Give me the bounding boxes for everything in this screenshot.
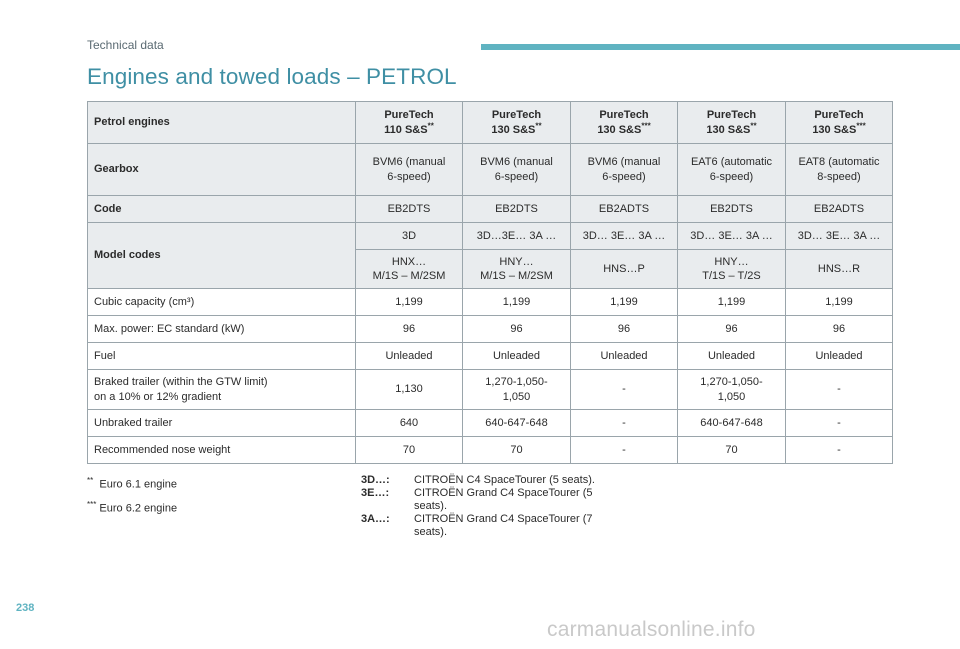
gearbox-cell: BVM6 (manual 6-speed) bbox=[462, 143, 571, 196]
label-braked-trailer: Braked trailer (within the GTW limit) on … bbox=[87, 369, 356, 410]
label-cubic-capacity: Cubic capacity (cm³) bbox=[87, 288, 356, 316]
model-code-cell: 3D…3E… 3A … bbox=[462, 222, 571, 250]
row-unbraked-trailer: Unbraked trailer 640 640-647-648 - 640-6… bbox=[87, 409, 893, 437]
power-cell: 96 bbox=[570, 315, 678, 343]
code-cell: EB2DTS bbox=[462, 195, 571, 223]
nose-cell: - bbox=[785, 436, 893, 464]
braked-cell: 1,270-1,050- 1,050 bbox=[462, 369, 571, 410]
model-code-cell: 3D… 3E… 3A … bbox=[570, 222, 678, 250]
legend-row: 3E…: CITROËN Grand C4 SpaceTourer (5 sea… bbox=[361, 487, 593, 512]
row-max-power: Max. power: EC standard (kW) 96 96 96 96… bbox=[87, 315, 893, 343]
row-gearbox: Gearbox BVM6 (manual 6-speed) BVM6 (manua… bbox=[87, 143, 893, 196]
fuel-cell: Unleaded bbox=[570, 342, 678, 370]
cubic-cell: 1,199 bbox=[355, 288, 463, 316]
model-code-cell: 3D… 3E… 3A … bbox=[677, 222, 786, 250]
engine-cell: PureTech 130 S&S** bbox=[677, 101, 786, 144]
label-gearbox: Gearbox bbox=[87, 143, 356, 196]
engine-cell: PureTech 130 S&S*** bbox=[570, 101, 678, 144]
fuel-cell: Unleaded bbox=[462, 342, 571, 370]
fuel-cell: Unleaded bbox=[355, 342, 463, 370]
model-code-cell: HNS…R bbox=[785, 249, 893, 289]
row-engines: Petrol engines PureTech 110 S&S** PureTec… bbox=[87, 101, 893, 144]
code-cell: EB2ADTS bbox=[570, 195, 678, 223]
model-code-cell: HNX… M/1S – M/2SM bbox=[355, 249, 463, 289]
row-cubic-capacity: Cubic capacity (cm³) 1,199 1,199 1,199 1… bbox=[87, 288, 893, 316]
cubic-cell: 1,199 bbox=[570, 288, 678, 316]
page-number: 238 bbox=[16, 602, 35, 614]
cubic-cell: 1,199 bbox=[677, 288, 786, 316]
gearbox-cell: BVM6 (manual 6-speed) bbox=[570, 143, 678, 196]
engines-table: Petrol engines PureTech 110 S&S** PureTec… bbox=[87, 101, 893, 464]
row-nose-weight: Recommended nose weight 70 70 - 70 - bbox=[87, 436, 893, 464]
braked-cell: 1,270-1,050- 1,050 bbox=[677, 369, 786, 410]
nose-cell: 70 bbox=[677, 436, 786, 464]
code-cell: EB2ADTS bbox=[785, 195, 893, 223]
unbraked-cell: 640-647-648 bbox=[462, 409, 571, 437]
gearbox-cell: EAT8 (automatic 8-speed) bbox=[785, 143, 893, 196]
engine-cell: PureTech 110 S&S** bbox=[355, 101, 463, 144]
label-max-power: Max. power: EC standard (kW) bbox=[87, 315, 356, 343]
cubic-cell: 1,199 bbox=[785, 288, 893, 316]
header-accent-bar bbox=[481, 44, 960, 50]
code-cell: EB2DTS bbox=[677, 195, 786, 223]
model-code-cell: HNY… T/1S – T/2S bbox=[677, 249, 786, 289]
footnote-euro62: *** Euro 6.2 engine bbox=[87, 500, 178, 515]
nose-cell: 70 bbox=[355, 436, 463, 464]
footnote-euro61: ** Euro 6.1 engine bbox=[87, 476, 178, 491]
code-cell: EB2DTS bbox=[355, 195, 463, 223]
label-code: Code bbox=[87, 195, 356, 223]
engine-cell: PureTech 130 S&S*** bbox=[785, 101, 893, 144]
unbraked-cell: 640-647-648 bbox=[677, 409, 786, 437]
legend-row: 3D…: CITROËN C4 SpaceTourer (5 seats). bbox=[361, 474, 595, 486]
label-nose-weight: Recommended nose weight bbox=[87, 436, 356, 464]
row-model-codes-2: HNX… M/1S – M/2SM HNY… M/1S – M/2SM HNS…P … bbox=[87, 249, 893, 289]
row-braked-trailer: Braked trailer (within the GTW limit) on … bbox=[87, 369, 893, 410]
label-petrol-engines: Petrol engines bbox=[87, 101, 356, 144]
cubic-cell: 1,199 bbox=[462, 288, 571, 316]
label-model-codes: Model codes bbox=[87, 222, 356, 289]
watermark: carmanualsonline.info bbox=[547, 618, 756, 641]
engine-cell: PureTech 130 S&S** bbox=[462, 101, 571, 144]
gearbox-cell: EAT6 (automatic 6-speed) bbox=[677, 143, 786, 196]
power-cell: 96 bbox=[785, 315, 893, 343]
model-code-cell: 3D… 3E… 3A … bbox=[785, 222, 893, 250]
unbraked-cell: 640 bbox=[355, 409, 463, 437]
row-fuel: Fuel Unleaded Unleaded Unleaded Unleaded… bbox=[87, 342, 893, 370]
braked-cell: - bbox=[785, 369, 893, 410]
row-code: Code EB2DTS EB2DTS EB2ADTS EB2DTS EB2ADT… bbox=[87, 195, 893, 223]
unbraked-cell: - bbox=[785, 409, 893, 437]
row-model-codes-1: Model codes 3D 3D…3E… 3A … 3D… 3E… 3A … … bbox=[87, 222, 893, 289]
model-code-cell: HNS…P bbox=[570, 249, 678, 289]
nose-cell: 70 bbox=[462, 436, 571, 464]
model-code-legend: 3D…: CITROËN C4 SpaceTourer (5 seats). 3… bbox=[361, 474, 614, 539]
power-cell: 96 bbox=[462, 315, 571, 343]
label-fuel: Fuel bbox=[87, 342, 356, 370]
model-code-cell: 3D bbox=[355, 222, 463, 250]
braked-cell: 1,130 bbox=[355, 369, 463, 410]
power-cell: 96 bbox=[677, 315, 786, 343]
gearbox-cell: BVM6 (manual 6-speed) bbox=[355, 143, 463, 196]
section-label: Technical data bbox=[87, 38, 164, 52]
unbraked-cell: - bbox=[570, 409, 678, 437]
legend-row: 3A…: CITROËN Grand C4 SpaceTourer (7 sea… bbox=[361, 513, 593, 538]
page-title: Engines and towed loads – PETROL bbox=[87, 64, 457, 89]
model-code-cell: HNY… M/1S – M/2SM bbox=[462, 249, 571, 289]
fuel-cell: Unleaded bbox=[785, 342, 893, 370]
braked-cell: - bbox=[570, 369, 678, 410]
fuel-cell: Unleaded bbox=[677, 342, 786, 370]
nose-cell: - bbox=[570, 436, 678, 464]
label-unbraked-trailer: Unbraked trailer bbox=[87, 409, 356, 437]
power-cell: 96 bbox=[355, 315, 463, 343]
